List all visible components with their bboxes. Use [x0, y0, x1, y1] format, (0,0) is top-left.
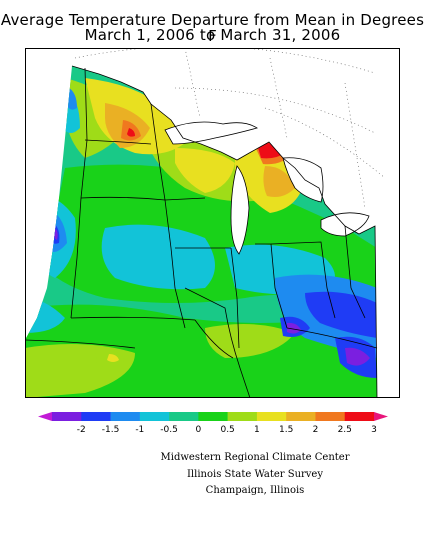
scale-tick-label: 0: [195, 425, 201, 435]
scale-tick-label: 1: [254, 425, 260, 435]
scale-swatch: [139, 412, 170, 421]
scale-swatch: [227, 412, 258, 421]
great-lakes: [164, 121, 370, 255]
map-title: Average Temperature Departure from Mean …: [0, 11, 425, 45]
map-frame: [25, 48, 400, 398]
scale-swatch: [110, 412, 141, 421]
scale-swatch: [286, 412, 316, 421]
scale-tick-label: -1: [135, 425, 144, 435]
scale-tick-label: 2.5: [338, 425, 352, 435]
scale-swatch: [52, 412, 82, 421]
scale-tick-label: -1.5: [102, 425, 120, 435]
scale-swatch: [315, 412, 346, 421]
graticule: [74, 48, 386, 209]
state-boundaries: [25, 65, 378, 398]
scale-tick-label: 2: [313, 425, 319, 435]
color-scale-ticks: -2-1.5-1-0.500.511.522.533.5: [77, 425, 377, 435]
scale-tick-label: 1.5: [279, 425, 293, 435]
map-subtitle: March 1, 2006 to March 31, 2006: [84, 26, 341, 44]
credit-location: Champaign, Illinois: [205, 485, 305, 496]
scale-swatch: [344, 412, 375, 421]
scale-arrow-low: [38, 412, 52, 421]
scale-tick-label: 0.5: [220, 425, 234, 435]
scale-swatch: [81, 412, 111, 421]
scale-tick-label: -2: [77, 425, 86, 435]
color-scale-legend: -2-1.5-1-0.500.511.522.533.5: [38, 412, 388, 435]
temperature-departure-map: [25, 48, 400, 398]
scale-arrow-high: [374, 412, 388, 421]
color-scale-bar: [38, 412, 388, 421]
scale-swatch: [169, 412, 199, 421]
scale-tick-label: 3: [371, 425, 377, 435]
scale-swatch: [256, 412, 287, 421]
credit-organization: Midwestern Regional Climate Center: [160, 452, 350, 463]
scale-tick-label: -0.5: [160, 425, 178, 435]
scale-swatch: [198, 412, 228, 421]
credit-survey: Illinois State Water Survey: [186, 469, 323, 480]
